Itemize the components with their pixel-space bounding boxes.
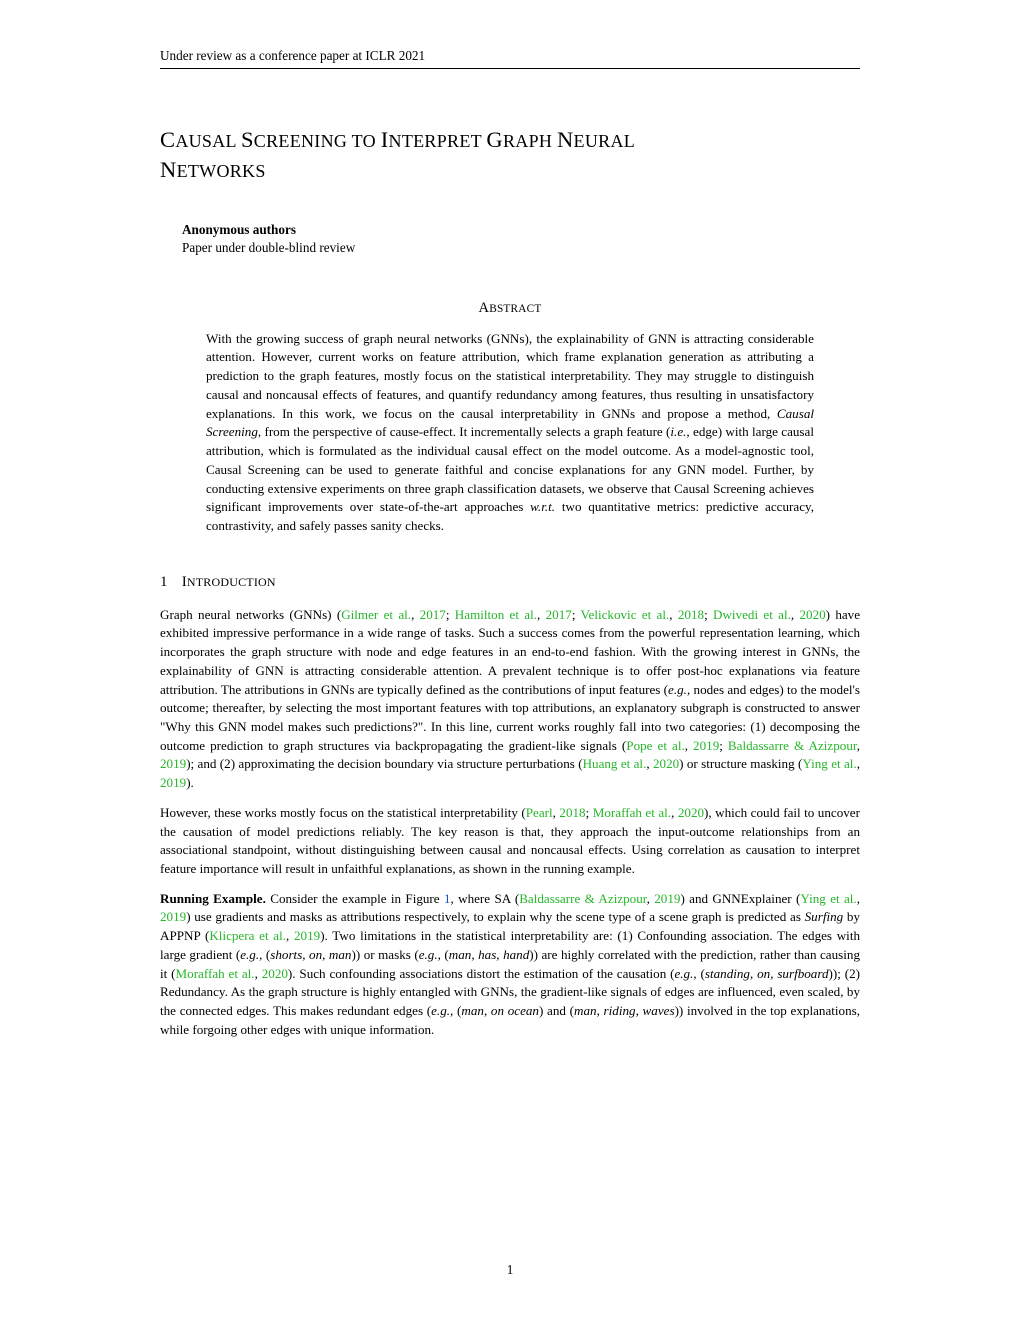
citation-year: 2017 (420, 607, 446, 622)
citation-year: 2019 (294, 928, 320, 943)
authors: Anonymous authors (182, 222, 860, 238)
citation: Hamilton et al. (455, 607, 537, 622)
paragraph-3: Running Example. Consider the example in… (160, 890, 860, 1040)
citation-year: 2019 (160, 775, 186, 790)
section-number: 1 (160, 574, 168, 590)
citation: Pope et al. (626, 738, 684, 753)
citation-year: 2020 (799, 607, 825, 622)
citation-year: 2019 (654, 891, 680, 906)
citation-year: 2019 (160, 909, 186, 924)
paragraph-1: Graph neural networks (GNNs) (Gilmer et … (160, 606, 860, 793)
citation: Huang et al. (583, 756, 647, 771)
citation: Baldassarre & Azizpour (728, 738, 857, 753)
citation: Klicpera et al. (209, 928, 286, 943)
running-example-lead: Running Example. (160, 891, 266, 906)
citation: Dwivedi et al. (713, 607, 791, 622)
paragraph-2: However, these works mostly focus on the… (160, 804, 860, 879)
abstract-body: With the growing success of graph neural… (206, 330, 814, 536)
citation: Ying et al. (800, 891, 856, 906)
section-heading: 1INTRODUCTION (160, 574, 860, 591)
citation: Gilmer et al. (341, 607, 411, 622)
citation-year: 2019 (693, 738, 719, 753)
citation-year: 2020 (678, 805, 704, 820)
paper-page: Under review as a conference paper at IC… (0, 0, 1020, 1320)
paper-title: CAUSAL SCREENING TO INTERPRET GRAPH NEUR… (160, 125, 860, 186)
citation-year: 2020 (653, 756, 679, 771)
citation-year: 2020 (262, 966, 288, 981)
citation: Ying et al. (802, 756, 856, 771)
page-number: 1 (0, 1262, 1020, 1278)
citation: Pearl (526, 805, 553, 820)
running-head: Under review as a conference paper at IC… (160, 48, 860, 69)
citation: Moraffah et al. (176, 966, 255, 981)
citation: Baldassarre & Azizpour (519, 891, 646, 906)
citation-year: 2018 (678, 607, 704, 622)
abstract-heading: ABSTRACT (160, 300, 860, 317)
authors-block: Anonymous authors Paper under double-bli… (182, 222, 860, 256)
citation-year: 2019 (160, 756, 186, 771)
citation: Velickovic et al. (581, 607, 670, 622)
review-note: Paper under double-blind review (182, 240, 860, 256)
citation-year: 2018 (559, 805, 585, 820)
citation-year: 2017 (546, 607, 572, 622)
title-text: CAUSAL SCREENING TO INTERPRET GRAPH NEUR… (160, 127, 635, 182)
citation: Moraffah et al. (593, 805, 671, 820)
